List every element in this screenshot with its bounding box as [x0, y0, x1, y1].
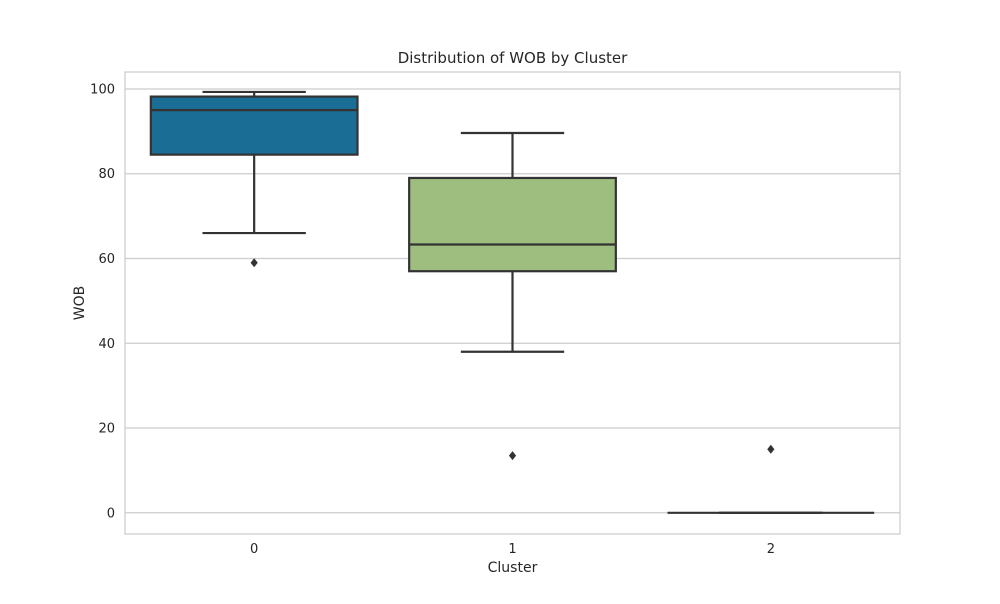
y-tick-label: 100 [90, 82, 115, 97]
plot-frame [124, 71, 901, 535]
y-tick-label: 20 [98, 422, 115, 437]
x-axis-label: Cluster [488, 560, 538, 576]
iqr-box [408, 176, 617, 273]
outlier-point [508, 451, 517, 461]
iqr-box [149, 95, 359, 156]
chart-title: Distribution of WOB by Cluster [398, 49, 628, 67]
y-tick-labels: 0 20 40 60 80 100 [90, 82, 115, 521]
box-cluster-2 [667, 444, 875, 514]
y-tick-label: 0 [107, 506, 115, 521]
y-tick-label: 60 [98, 252, 115, 267]
y-axis-label: WOB [72, 286, 88, 320]
y-tick-label: 80 [98, 167, 115, 182]
box-cluster-1 [408, 131, 617, 461]
x-tick-label: 0 [250, 542, 258, 557]
x-tick-label: 1 [508, 542, 516, 557]
outlier-point [250, 258, 258, 268]
x-tick-label: 2 [767, 542, 775, 557]
box-cluster-0 [149, 90, 359, 268]
x-tick-labels: 0 1 2 [250, 542, 775, 557]
outlier-point [767, 444, 775, 454]
boxes [149, 90, 875, 514]
y-tick-label: 40 [98, 337, 115, 352]
